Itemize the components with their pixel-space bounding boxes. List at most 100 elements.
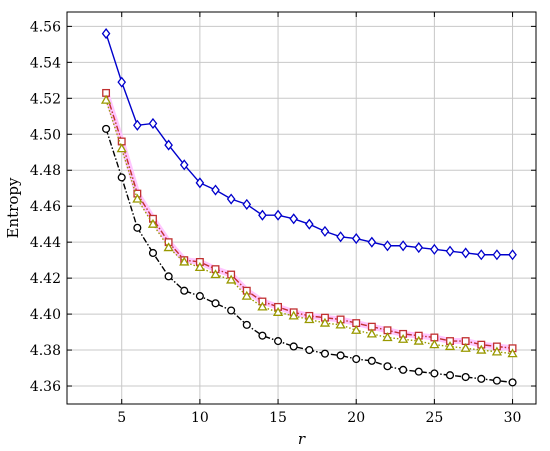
series-2-point-13 (304, 314, 315, 324)
series-2-point-12 (288, 310, 299, 320)
series-0-point-4 (164, 139, 173, 151)
series-3-point-4 (164, 272, 173, 281)
series-3-point-11 (273, 337, 283, 346)
series-0-point-24 (476, 249, 486, 261)
series-layer (100, 28, 518, 387)
series-3-point-0 (102, 124, 111, 133)
series-3-point-9 (242, 320, 251, 329)
series-0-point-3 (148, 117, 158, 130)
series-2 (100, 94, 518, 358)
series-0 (101, 28, 517, 261)
plot-frame (66, 11, 537, 405)
series-0-point-16 (351, 233, 361, 245)
y-tick-label: 4.38 (30, 343, 61, 359)
series-0-point-6 (195, 177, 205, 189)
series-3-point-19 (399, 365, 408, 374)
series-2-point-8 (226, 274, 237, 284)
series-3-point-14 (320, 349, 330, 358)
series-2-point-2 (132, 193, 143, 203)
series-0-point-13 (304, 218, 314, 230)
series-2-point-11 (272, 306, 284, 316)
series-2-point-24 (476, 344, 487, 354)
series-3-point-26 (508, 378, 517, 387)
series-2-point-23 (460, 342, 471, 352)
series-3-point-21 (430, 369, 439, 378)
series-0-point-12 (289, 213, 299, 225)
series-3-point-6 (195, 292, 204, 301)
series-3-point-10 (258, 331, 267, 340)
series-0-point-0 (101, 28, 111, 40)
series-0-point-19 (398, 240, 408, 252)
y-tick-label: 4.48 (30, 163, 61, 179)
series-2-point-9 (241, 290, 252, 300)
series-3-point-22 (445, 371, 455, 380)
y-tick-label: 4.52 (30, 91, 61, 107)
series-0-point-21 (430, 243, 439, 255)
series-3-point-5 (180, 286, 189, 295)
series-0-point-23 (461, 247, 470, 259)
series-3-point-23 (461, 372, 470, 382)
x-tick-label: 25 (425, 410, 443, 426)
y-tick-label: 4.56 (30, 19, 61, 35)
series-3-point-1 (117, 173, 126, 182)
series-0-point-18 (383, 240, 392, 252)
x-axis-label: r (298, 430, 306, 448)
series-2-point-5 (179, 256, 190, 266)
series-2-point-25 (491, 346, 503, 356)
series-0-point-25 (492, 249, 502, 261)
series-0-point-9 (242, 198, 252, 210)
series-0-point-20 (414, 242, 424, 254)
series-2-point-17 (366, 328, 377, 338)
series-3-point-12 (289, 342, 298, 351)
series-0-point-26 (508, 249, 517, 261)
series-2-point-0 (100, 94, 112, 104)
series-2-point-1 (116, 143, 127, 153)
series-3-point-3 (148, 248, 158, 258)
series-2-point-18 (382, 332, 393, 342)
series-3-point-18 (383, 362, 392, 371)
series-2-point-22 (444, 341, 456, 351)
y-tick-label: 4.42 (30, 271, 61, 287)
series-3 (102, 124, 517, 387)
series-3-point-13 (305, 346, 314, 355)
series-2-point-26 (507, 348, 518, 358)
series-3-point-2 (133, 223, 142, 232)
series-2-point-3 (147, 218, 159, 228)
series-0-point-11 (273, 209, 283, 221)
y-tick-label: 4.40 (30, 307, 61, 323)
series-3-point-17 (367, 356, 376, 365)
series-3-point-25 (492, 376, 501, 385)
series-0-point-17 (367, 236, 377, 248)
x-tick-label: 10 (191, 410, 209, 426)
y-tick-label: 4.44 (30, 235, 61, 251)
series-0-point-1 (117, 76, 127, 88)
series-2-point-6 (194, 262, 206, 271)
series-0-point-7 (211, 184, 220, 196)
tick-layer: 5 10 15 20 25 30 4.36 4.38 4.40 4.42 4.44 4.46 4.48 4… (30, 12, 536, 426)
y-tick-label: 4.36 (30, 379, 61, 395)
series-0-point-10 (258, 209, 267, 221)
series-0-point-8 (226, 193, 236, 205)
y-axis-label: Entropy (4, 177, 22, 238)
series-2-point-21 (429, 339, 440, 349)
series-3-point-16 (352, 354, 361, 364)
series-0-point-15 (336, 231, 345, 243)
series-2-point-16 (351, 324, 362, 334)
series-3-point-15 (336, 351, 345, 360)
x-tick-label: 30 (504, 410, 522, 426)
series-0-point-22 (445, 245, 455, 257)
y-tick-label: 4.50 (30, 127, 61, 143)
y-tick-label: 4.46 (30, 199, 61, 215)
series-2-point-20 (413, 335, 424, 345)
series-2-point-14 (319, 317, 331, 327)
x-tick-label: 15 (269, 410, 287, 426)
series-0-point-2 (133, 119, 142, 131)
series-3-point-8 (227, 306, 236, 315)
series-0-point-14 (320, 225, 330, 237)
series-3-point-24 (477, 374, 486, 383)
y-tick-label: 4.54 (30, 55, 61, 71)
series-2-point-19 (397, 333, 409, 343)
series-3-point-20 (414, 367, 423, 376)
series-2-point-4 (163, 242, 174, 252)
